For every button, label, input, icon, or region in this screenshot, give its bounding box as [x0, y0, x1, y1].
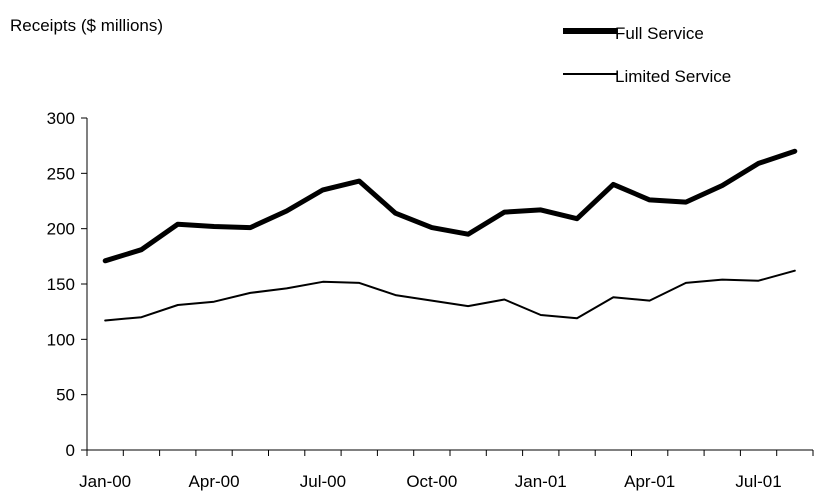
- x-tick-label-Jan-00: Jan-00: [79, 472, 131, 491]
- x-tick-label-Apr-00: Apr-00: [189, 472, 240, 491]
- y-tick-label-50: 50: [56, 386, 75, 405]
- y-tick-label-300: 300: [47, 109, 75, 128]
- axes: 0 50 100 150 200 250 300 Jan-00 Apr-00 Jul-00 Oct-…: [47, 109, 814, 491]
- y-tick-label-150: 150: [47, 275, 75, 294]
- series-line-full-service: [102, 148, 798, 264]
- x-tick-label-Oct-00: Oct-00: [406, 472, 457, 491]
- legend-label-full-service: Full Service: [615, 24, 704, 43]
- y-tick-label-0: 0: [66, 441, 75, 460]
- x-tick-label-Jul-00: Jul-00: [300, 472, 346, 491]
- y-axis-label: Receipts ($ millions): [10, 16, 163, 35]
- series-line-limited-service: [104, 269, 796, 322]
- x-tick-label-Jul-01: Jul-01: [735, 472, 781, 491]
- x-tick-label-Apr-01: Apr-01: [624, 472, 675, 491]
- series-layer: [102, 148, 798, 322]
- legend-label-limited-service: Limited Service: [615, 67, 731, 86]
- y-tick-label-200: 200: [47, 220, 75, 239]
- y-tick-label-100: 100: [47, 330, 75, 349]
- legend: Full Service Limited Service: [563, 24, 731, 86]
- x-tick-label-Jan-01: Jan-01: [515, 472, 567, 491]
- y-tick-label-250: 250: [47, 164, 75, 183]
